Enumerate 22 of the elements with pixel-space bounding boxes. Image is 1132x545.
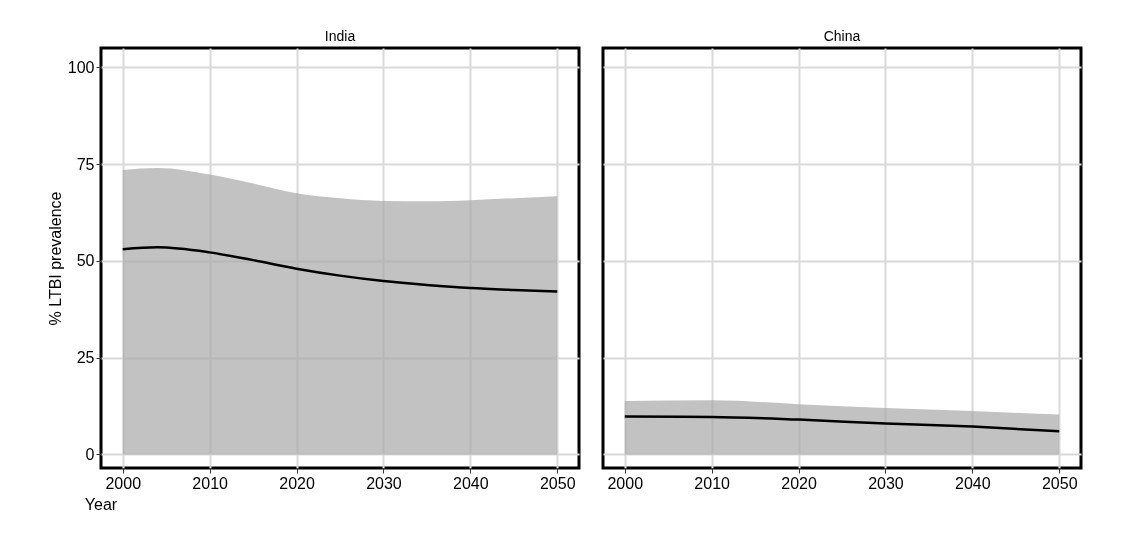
x-tick-label: 2010	[192, 474, 229, 492]
x-axis-title: Year	[84, 495, 118, 513]
x-tick-label: 2000	[607, 474, 644, 492]
x-tick-label: 2040	[955, 474, 991, 492]
y-tick-label: 100	[67, 58, 95, 76]
y-tick-label: 0	[85, 445, 95, 463]
x-tick-label: 2040	[453, 474, 489, 492]
line-series	[121, 246, 559, 293]
chart-title: India	[324, 28, 356, 44]
y-axis-title: % LTBI prevalence	[46, 191, 64, 326]
x-tick-label: 2020	[781, 474, 817, 492]
x-tick-label: 2050	[539, 474, 576, 492]
x-tick-label: 2010	[694, 474, 731, 492]
x-tick-label: 2020	[279, 474, 315, 492]
x-tick-label: 2000	[105, 474, 142, 492]
y-tick-label: 75	[76, 155, 95, 173]
y-tick-label: 25	[76, 349, 95, 367]
x-tick-label: 2030	[868, 474, 904, 492]
x-tick-label: 2030	[366, 474, 402, 492]
chart-title: China	[823, 28, 861, 44]
y-tick-label: 50	[76, 252, 95, 270]
x-tick-label: 2050	[1041, 474, 1078, 492]
